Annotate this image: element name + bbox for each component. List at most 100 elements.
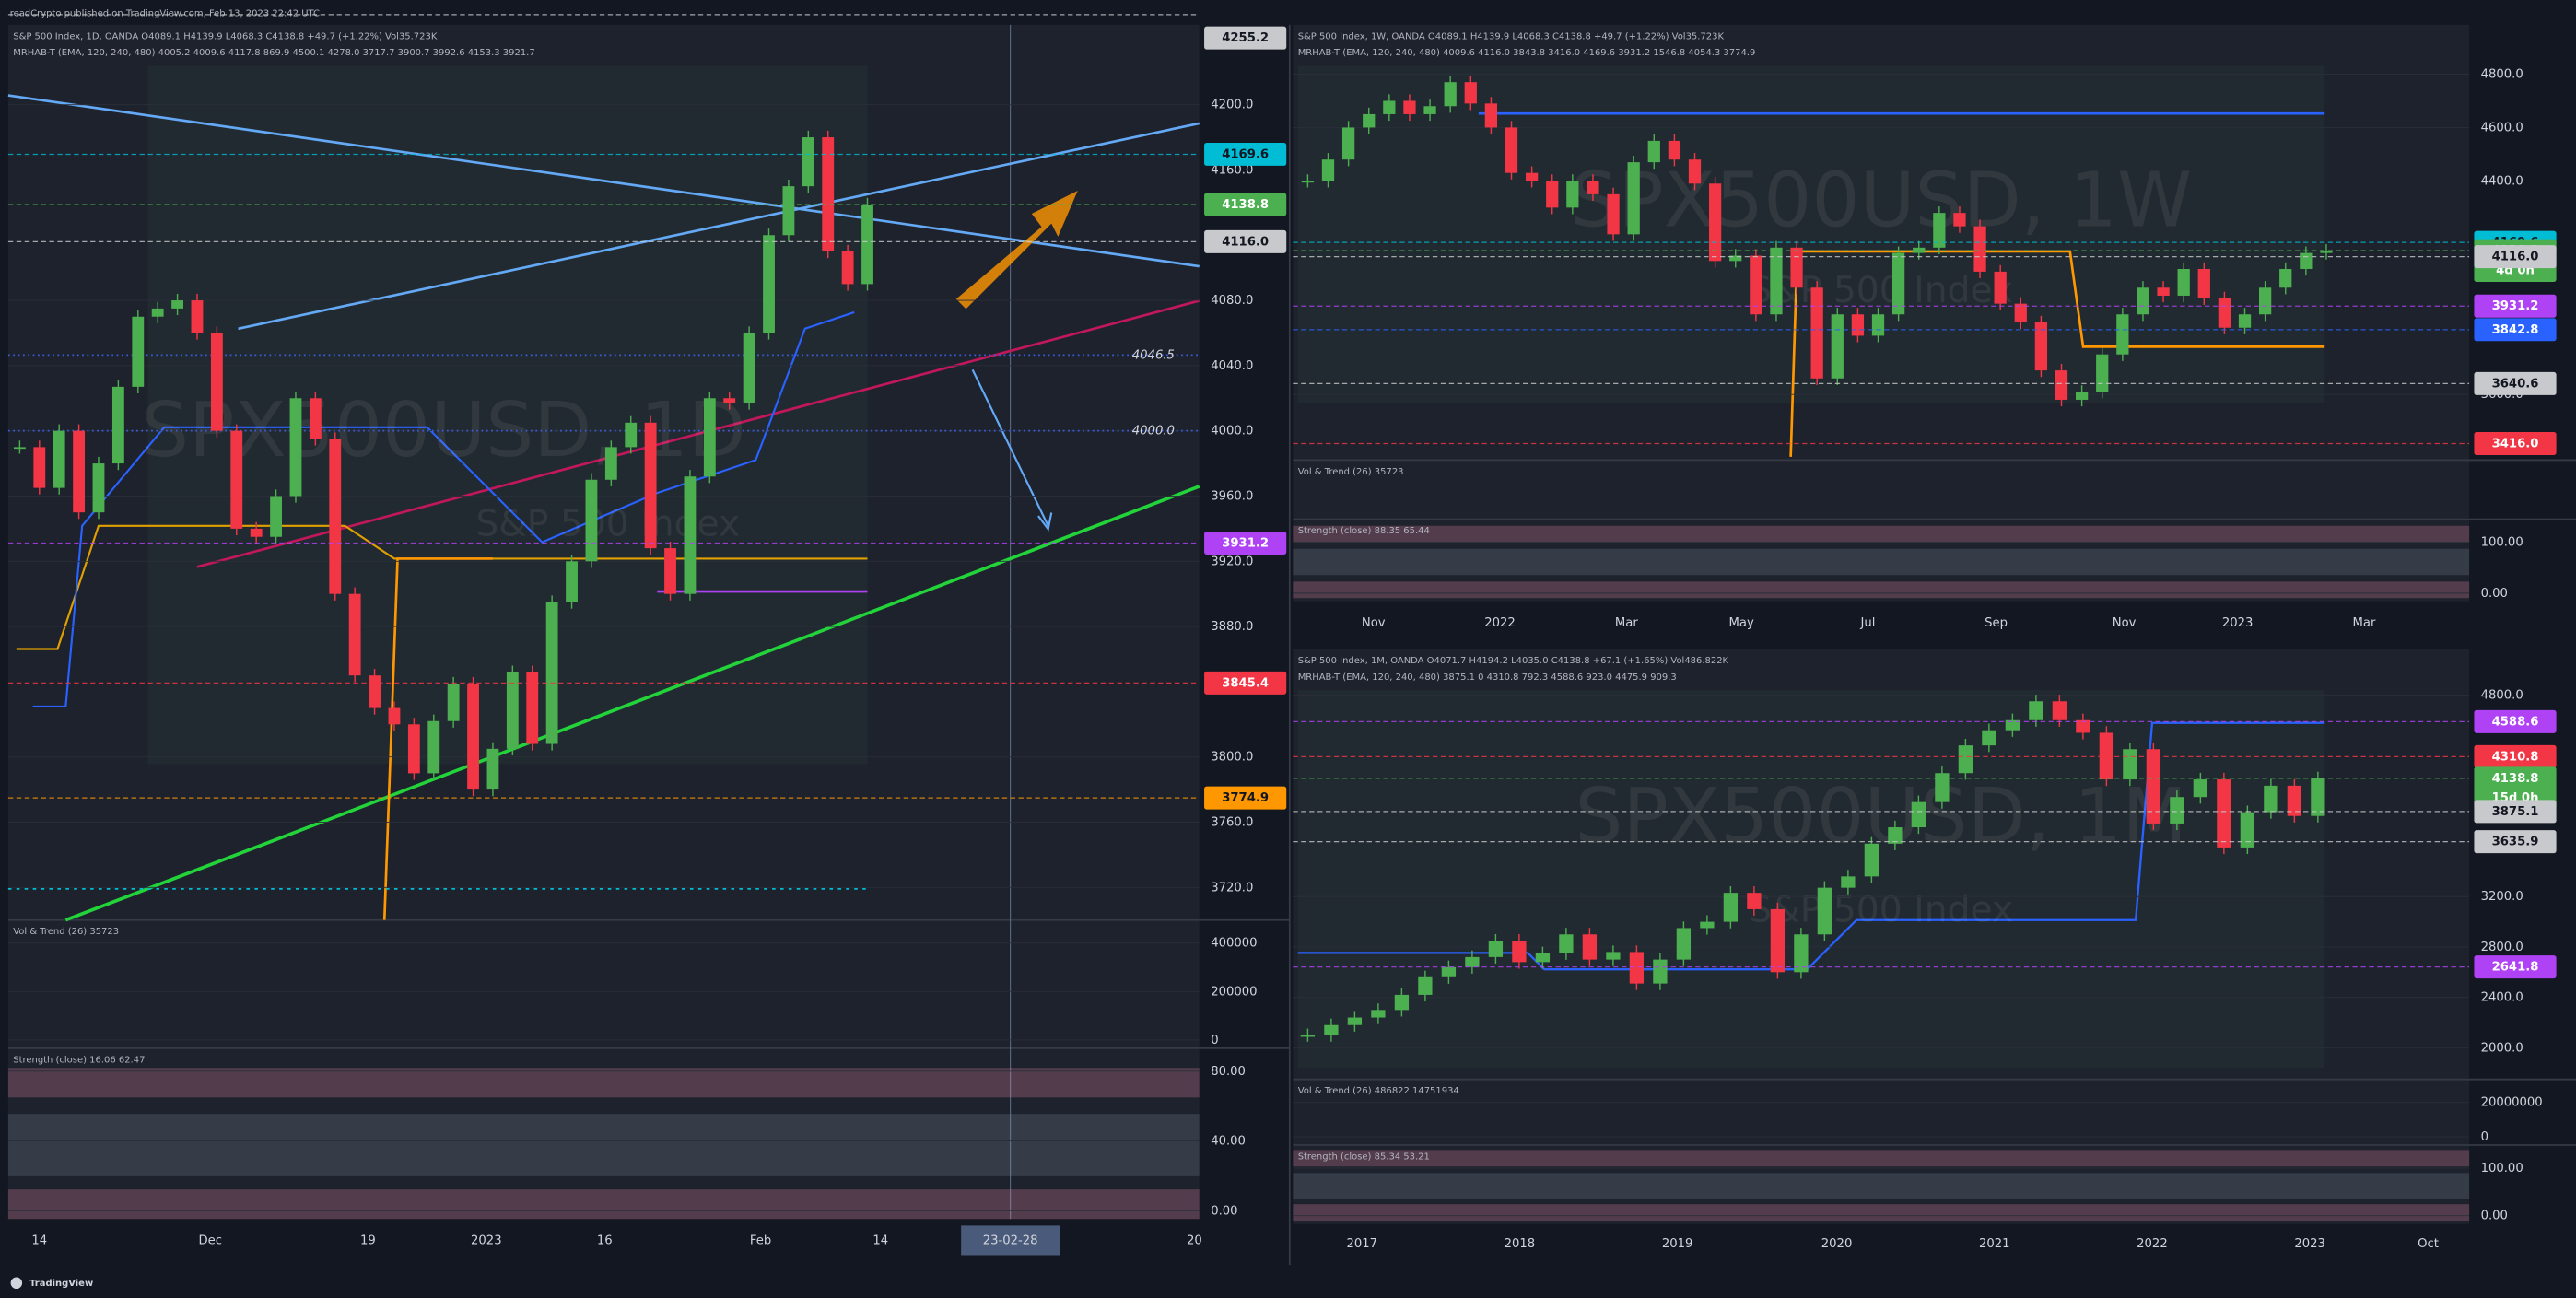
- brand: TradingView: [29, 1279, 93, 1289]
- candle: [1300, 1035, 1316, 1037]
- candle: [802, 137, 814, 187]
- pane-legend: Vol & Trend (26) 35723: [13, 927, 119, 937]
- candle: [506, 672, 519, 749]
- band: [1293, 1150, 2470, 1167]
- candle: [2177, 268, 2190, 296]
- candle: [1935, 773, 1950, 802]
- price-badge-label: 4138.8: [1222, 198, 1269, 212]
- publisher: readCrypto published on TradingView.com,…: [10, 8, 320, 18]
- candle: [664, 548, 676, 594]
- envelope: [1297, 690, 2325, 1069]
- pane-tick-label: 40.00: [1211, 1135, 1246, 1149]
- candle: [111, 386, 124, 464]
- price-badge: [2474, 294, 2557, 318]
- candle: [1444, 82, 1457, 107]
- x-tick-label: 2023: [471, 1234, 502, 1247]
- candle: [703, 398, 716, 477]
- candle: [1423, 106, 1436, 114]
- price-badge: [2474, 371, 2557, 395]
- candle: [230, 430, 243, 529]
- y-tick-label: 3920.0: [1211, 555, 1253, 568]
- band: [7, 1068, 1200, 1098]
- y-tick-label: 4800.0: [2481, 688, 2523, 702]
- candle: [1324, 1024, 1339, 1035]
- watermark: SPX500USD, 1M: [1575, 773, 2187, 860]
- candle: [644, 422, 657, 549]
- candle: [33, 447, 46, 488]
- arrow-head: [1037, 512, 1053, 532]
- candle: [73, 430, 86, 513]
- candle: [2123, 749, 2137, 780]
- candle: [2320, 251, 2333, 253]
- panel-bg: [7, 24, 1200, 1220]
- panel-bg: [1293, 649, 2470, 1224]
- y-tick-label: 4600.0: [2481, 121, 2523, 134]
- price-badge-label: 2641.8: [2492, 961, 2539, 975]
- candle: [2279, 268, 2292, 288]
- y-tick-label: 4040.0: [1211, 359, 1253, 373]
- candle: [1607, 193, 1620, 235]
- candle: [369, 675, 381, 708]
- pane-tick-label: 200000: [1211, 985, 1257, 999]
- x-tick-label: Feb: [750, 1234, 771, 1247]
- candle: [92, 463, 105, 513]
- y-tick-label: 3960.0: [1211, 489, 1253, 503]
- candle: [1700, 921, 1715, 929]
- panels: [7, 24, 2576, 1266]
- candle: [763, 235, 775, 333]
- candle: [1647, 140, 1660, 163]
- candle: [1301, 181, 1315, 183]
- chart-title: S&P 500 Index, 1W, OANDA O4089.1 H4139.9…: [1298, 31, 1725, 41]
- candle: [2005, 719, 2020, 731]
- candle: [1525, 172, 1539, 181]
- y-tick-label: 3720.0: [1211, 881, 1253, 895]
- candle: [1933, 213, 1946, 248]
- y-tick-label: 2400.0: [2481, 991, 2523, 1005]
- price-badge-label: 3931.2: [1222, 536, 1269, 550]
- indicator-line: [382, 557, 493, 920]
- y-tick-label: 3880.0: [1211, 620, 1253, 634]
- price-badge: [2474, 245, 2557, 269]
- price-badge: [2474, 431, 2557, 455]
- candle: [1371, 1010, 1386, 1018]
- candle: [1817, 887, 1832, 935]
- candle: [1512, 941, 1527, 963]
- candle: [1403, 100, 1416, 114]
- indicator-line: [1789, 250, 2325, 457]
- candle: [1535, 953, 1551, 963]
- price-badge-label: 4116.0: [2492, 251, 2539, 264]
- candle: [1747, 893, 1762, 909]
- candle: [388, 707, 401, 725]
- candle: [467, 684, 479, 790]
- candle: [1653, 959, 1668, 984]
- candle: [1729, 255, 1742, 262]
- candle: [171, 300, 184, 309]
- candle: [53, 430, 65, 488]
- pane-tick-label: 100.00: [2481, 536, 2523, 550]
- envelope: [147, 65, 868, 765]
- x-tick-label: 2023: [2222, 616, 2254, 630]
- candle: [1383, 100, 1396, 114]
- x-tick-label: Mar: [1615, 616, 1638, 630]
- candle: [1794, 934, 1809, 973]
- x-tick-label: Sep: [1985, 616, 2008, 630]
- x-tick-label: 2022: [1484, 616, 1516, 630]
- indicator-legend: MRHAB-T (EMA, 120, 240, 480) 4009.6 4116…: [1298, 48, 1756, 58]
- candle: [1831, 314, 1844, 379]
- trend-line: [196, 299, 1200, 568]
- x-tick-label: 2018: [1505, 1237, 1536, 1251]
- candle: [1851, 314, 1865, 336]
- trend-line: [64, 485, 1200, 922]
- trend-line: [7, 94, 1200, 268]
- chart-title: S&P 500 Index, 1D, OANDA O4089.1 H4139.9…: [13, 31, 438, 41]
- price-badge-label: 4169.6: [1222, 147, 1269, 161]
- x-tick-label: 19: [360, 1234, 376, 1247]
- brand-logo: [10, 1277, 23, 1290]
- price-badge: [2474, 955, 2557, 979]
- candle: [841, 251, 854, 285]
- band: [1293, 548, 2470, 576]
- candle: [132, 316, 145, 387]
- candle: [2197, 268, 2210, 298]
- candle: [1708, 183, 1722, 262]
- pane-tick-label: 80.00: [1211, 1065, 1246, 1079]
